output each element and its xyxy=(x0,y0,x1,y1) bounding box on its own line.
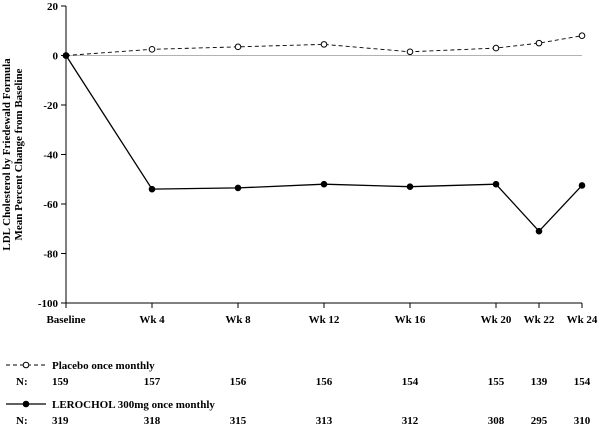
data-point xyxy=(578,182,586,189)
data-point xyxy=(148,185,156,193)
x-tick-label: Wk 12 xyxy=(309,314,340,326)
y-tick-label: -40 xyxy=(43,150,58,162)
data-point xyxy=(320,180,328,188)
legend-table: Placebo once monthly N: 159 157 156 156 154 155… xyxy=(6,360,591,427)
y-tick-label: -60 xyxy=(43,199,58,211)
n-value: 319 xyxy=(52,415,69,427)
data-point xyxy=(406,183,414,190)
n-value: 315 xyxy=(230,415,247,427)
y-tick-label: 20 xyxy=(47,1,59,13)
data-point xyxy=(62,52,70,59)
data-point xyxy=(148,46,156,53)
n-value: 318 xyxy=(144,415,161,427)
axes xyxy=(65,6,582,304)
data-point xyxy=(492,44,500,52)
x-tick-label: Wk 4 xyxy=(139,314,165,326)
n-value: 154 xyxy=(402,376,419,388)
x-tick-label: Wk 8 xyxy=(225,314,251,326)
y-tick-label: -100 xyxy=(38,298,59,310)
x-tick-label: Wk 16 xyxy=(395,314,426,326)
legend-label: LEROCHOL 300mg once monthly xyxy=(52,399,215,411)
n-value: 295 xyxy=(531,415,548,427)
data-point xyxy=(234,43,242,51)
y-tick-label: -20 xyxy=(43,100,58,112)
legend-marker xyxy=(22,400,30,408)
series-line-0 xyxy=(65,35,583,56)
x-tick-label: Wk 22 xyxy=(524,314,555,326)
n-label: N: xyxy=(16,415,28,427)
data-point xyxy=(320,41,328,48)
data-point xyxy=(492,180,500,188)
n-value: 310 xyxy=(574,415,591,427)
data-point xyxy=(535,39,543,47)
y-ticks: 20 0 -20 -40 -60 -80 -100 xyxy=(38,1,66,310)
n-label: N: xyxy=(16,376,28,388)
legend-marker xyxy=(22,361,30,369)
n-value: 156 xyxy=(230,376,247,388)
data-point xyxy=(234,184,242,192)
x-tick-label: Wk 24 xyxy=(567,314,598,326)
x-tick-label: Wk 20 xyxy=(481,314,512,326)
n-value: 156 xyxy=(316,376,333,388)
x-tick-label: Baseline xyxy=(46,314,85,326)
series-group xyxy=(62,32,586,235)
y-tick-label: 0 xyxy=(53,51,59,63)
n-value: 308 xyxy=(488,415,505,427)
y-axis-label-line: Mean Percent Change from Baseline xyxy=(13,68,25,240)
n-value: 139 xyxy=(531,376,548,388)
n-value: 155 xyxy=(488,376,505,388)
n-value: 157 xyxy=(144,376,161,388)
data-point xyxy=(406,48,414,56)
n-value: 154 xyxy=(574,376,591,388)
data-point xyxy=(578,32,586,40)
n-value: 312 xyxy=(402,415,419,427)
data-point xyxy=(535,227,543,235)
y-tick-label: -80 xyxy=(43,249,58,261)
y-axis-label-line: LDL Cholesterol by Friedewald Formula xyxy=(1,58,13,251)
series-line-1 xyxy=(65,55,583,233)
n-value: 159 xyxy=(52,376,69,388)
x-ticks: Baseline Wk 4 Wk 8 Wk 12 Wk 16 Wk 20 Wk 22 Wk 2… xyxy=(46,303,598,326)
y-axis-label: LDL Cholesterol by Friedewald Formula Mea… xyxy=(1,58,25,251)
n-value: 313 xyxy=(316,415,333,427)
legend-label: Placebo once monthly xyxy=(52,360,155,372)
